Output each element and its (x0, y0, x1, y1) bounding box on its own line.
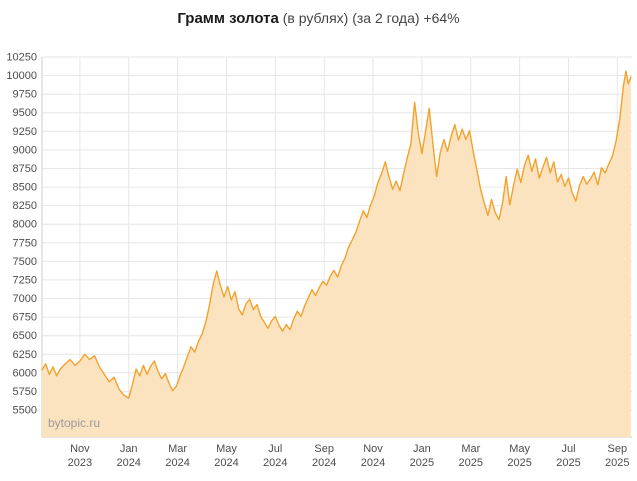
x-tick-year: 2023 (68, 457, 92, 469)
y-tick-label: 8500 (13, 182, 37, 194)
x-tick-year: 2025 (410, 457, 434, 469)
y-tick-label: 8750 (13, 163, 37, 175)
y-tick-label: 9000 (13, 144, 37, 156)
x-tick-year: 2024 (361, 457, 385, 469)
y-tick-label: 7000 (13, 293, 37, 305)
area-fill (42, 71, 631, 437)
x-tick-year: 2024 (263, 457, 287, 469)
price-chart: 5500 5750 6000 6250 6500 6750 7000 7250 7500 7750… (6, 52, 632, 469)
x-tick-month: Sep (608, 443, 628, 455)
x-tick-month: Mar (461, 443, 480, 455)
y-tick-label: 10000 (6, 70, 37, 82)
x-tick-year: 2025 (507, 457, 531, 469)
price-line (41, 70, 632, 399)
x-tick-year: 2025 (556, 457, 580, 469)
y-tick-label: 7750 (13, 237, 37, 249)
x-tick-month: Jul (561, 443, 575, 455)
y-tick-label: 8000 (13, 219, 37, 231)
x-tick-year: 2025 (459, 457, 483, 469)
y-tick-label: 9250 (13, 126, 37, 138)
x-tick-month: Jan (120, 443, 138, 455)
y-tick-label: 6500 (13, 330, 37, 342)
x-tick-month: Nov (363, 443, 383, 455)
x-tick-year: 2025 (605, 457, 629, 469)
x-tick-month: May (509, 443, 530, 455)
x-tick-year: 2024 (165, 457, 189, 469)
x-tick-month: Jan (413, 443, 431, 455)
x-tick-month: Sep (314, 443, 334, 455)
watermark: bytopic.ru (48, 416, 100, 430)
x-tick-month: Mar (168, 443, 187, 455)
x-tick-year: 2024 (214, 457, 238, 469)
chart-title: Грамм золота (в рублях) (за 2 года) +64% (0, 0, 637, 36)
x-tick-month: Nov (70, 443, 90, 455)
x-tick-year: 2024 (312, 457, 336, 469)
y-tick-label: 9750 (13, 89, 37, 101)
x-tick-month: Jul (268, 443, 282, 455)
y-axis-labels: 5500 5750 6000 6250 6500 6750 7000 7250 7500 7750… (6, 52, 37, 417)
chart-title-suffix: (в рублях) (за 2 года) +64% (278, 10, 460, 26)
y-tick-label: 10250 (6, 52, 37, 64)
chart-title-main: Грамм золота (177, 9, 279, 27)
y-tick-label: 5500 (13, 405, 37, 417)
x-tick-month: May (216, 443, 237, 455)
y-tick-label: 6000 (13, 367, 37, 379)
y-tick-label: 8250 (13, 200, 37, 212)
y-tick-label: 7250 (13, 274, 37, 286)
x-axis-labels: Nov 2023 Jan 2024 Mar 2024 May 2024 Jul 2024 Sep 20… (68, 443, 630, 469)
y-tick-label: 5750 (13, 386, 37, 398)
y-tick-label: 9500 (13, 107, 37, 119)
y-tick-label: 7500 (13, 256, 37, 268)
y-tick-label: 6750 (13, 312, 37, 324)
x-tick-year: 2024 (116, 457, 140, 469)
y-tick-label: 6250 (13, 349, 37, 361)
